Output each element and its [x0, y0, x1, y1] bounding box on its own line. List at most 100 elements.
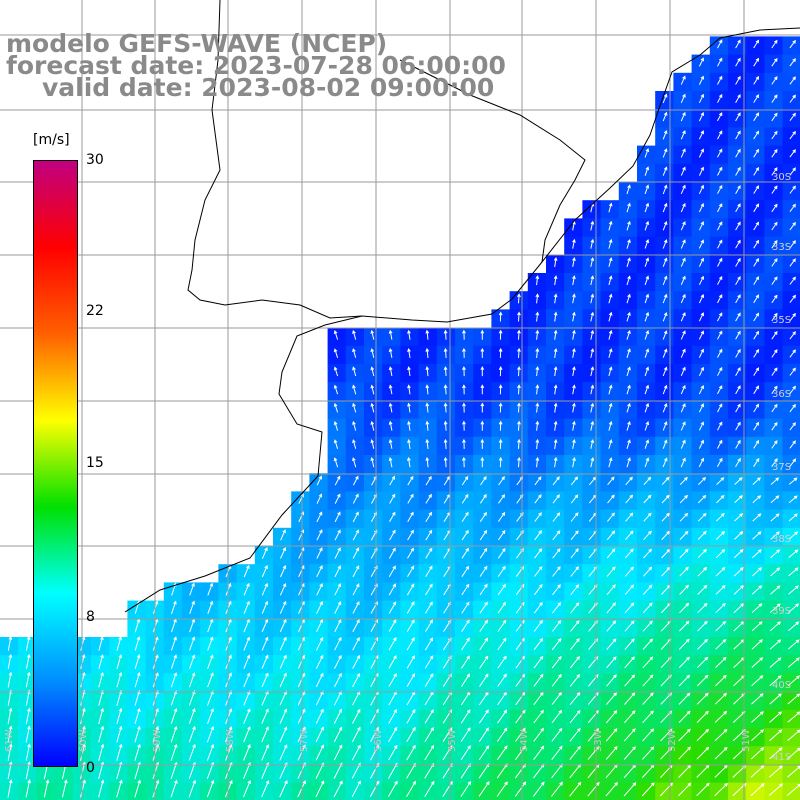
- wind-arrow: [497, 655, 507, 669]
- wind-arrow: [534, 530, 543, 541]
- wind-arrow: [735, 421, 741, 431]
- wind-arrow: [680, 130, 686, 140]
- wind-arrow: [334, 565, 341, 578]
- wind-arrow: [770, 549, 781, 559]
- wind-arrow: [243, 582, 250, 596]
- wind-arrow: [243, 708, 251, 724]
- wind-arrow: [679, 476, 688, 485]
- wind-arrow: [678, 656, 690, 669]
- wind-arrow: [750, 729, 765, 742]
- wind-arrow: [480, 476, 487, 486]
- wind-arrow: [315, 726, 324, 743]
- wind-arrow: [7, 779, 13, 798]
- wind-arrow: [590, 456, 595, 468]
- wind-arrow: [679, 548, 689, 559]
- wind-arrow: [460, 781, 472, 797]
- wind-arrow: [643, 512, 652, 522]
- wind-arrow: [461, 655, 470, 669]
- wind-arrow: [698, 148, 704, 158]
- wind-arrow: [188, 779, 196, 798]
- wind-arrow: [461, 601, 470, 614]
- wind-arrow: [333, 439, 339, 449]
- wind-arrow: [369, 744, 379, 761]
- wind-arrow: [261, 744, 270, 761]
- wind-arrow: [662, 220, 668, 231]
- wind-arrow: [479, 583, 488, 596]
- wind-arrow: [388, 366, 393, 377]
- wind-arrow: [80, 707, 86, 725]
- wind-arrow: [642, 710, 654, 724]
- wind-arrow: [552, 512, 561, 522]
- wind-arrow: [261, 672, 269, 688]
- wind-arrow: [644, 348, 650, 358]
- wind-arrow: [733, 567, 744, 577]
- wind-arrow: [753, 385, 760, 395]
- wind-arrow: [680, 275, 686, 286]
- wind-arrow: [170, 725, 178, 743]
- wind-arrow: [698, 202, 704, 213]
- wind-arrow: [608, 311, 613, 322]
- wind-arrow: [388, 708, 398, 724]
- wind-arrow: [697, 584, 708, 595]
- wind-arrow: [788, 477, 798, 485]
- wind-arrow: [572, 256, 576, 267]
- wind-arrow: [678, 638, 690, 650]
- wind-arrow: [789, 440, 796, 449]
- wind-arrow: [752, 549, 762, 559]
- wind-arrow: [752, 531, 762, 540]
- wind-arrow: [551, 781, 563, 797]
- wind-arrow: [116, 672, 123, 688]
- wind-arrow: [407, 347, 411, 358]
- wind-arrow: [680, 239, 686, 249]
- wind-arrow: [753, 75, 760, 85]
- wind-arrow: [460, 709, 471, 724]
- wind-arrow: [789, 112, 796, 121]
- wind-arrow: [316, 565, 323, 578]
- wind-arrow: [279, 780, 288, 798]
- wind-arrow: [370, 366, 375, 377]
- wind-arrow: [261, 654, 269, 669]
- wind-arrow: [25, 653, 31, 670]
- wind-arrow: [771, 239, 778, 249]
- wind-arrow: [623, 782, 637, 797]
- wind-arrow: [461, 583, 470, 596]
- wind-arrow: [551, 727, 563, 742]
- wind-arrow: [553, 402, 558, 413]
- wind-arrow: [735, 148, 741, 158]
- wind-arrow: [553, 275, 558, 286]
- wind-arrow: [425, 402, 430, 413]
- wind-arrow: [787, 639, 800, 650]
- wind-arrow: [714, 692, 727, 705]
- wind-arrow: [478, 745, 490, 761]
- wind-arrow: [697, 602, 708, 614]
- colorbar-tick: 8: [86, 609, 95, 625]
- wind-arrow: [497, 511, 506, 522]
- wind-arrow: [189, 582, 195, 596]
- wind-arrow: [479, 511, 487, 522]
- wind-arrow: [771, 167, 778, 176]
- wind-arrow: [388, 672, 397, 688]
- wind-arrow: [608, 439, 613, 449]
- wind-arrow: [535, 456, 540, 468]
- wind-arrow: [753, 57, 760, 67]
- wind-arrow: [497, 565, 506, 577]
- wind-arrow: [352, 493, 359, 504]
- wind-arrow: [98, 707, 104, 725]
- wind-arrow: [333, 708, 342, 724]
- wind-arrow: [443, 475, 450, 486]
- wind-arrow: [389, 493, 396, 504]
- wind-arrow: [735, 166, 741, 176]
- wind-arrow: [771, 458, 778, 467]
- wind-arrow: [443, 366, 448, 377]
- wind-arrow: [608, 202, 613, 213]
- wind-arrow: [698, 366, 704, 377]
- wind-arrow: [535, 420, 540, 431]
- wind-arrow: [680, 148, 686, 158]
- wind-arrow: [460, 673, 471, 687]
- wind-arrow: [644, 184, 650, 195]
- wind-arrow: [679, 602, 690, 614]
- wind-arrow: [698, 403, 704, 413]
- wind-arrow: [498, 456, 503, 468]
- wind-arrow: [607, 494, 615, 504]
